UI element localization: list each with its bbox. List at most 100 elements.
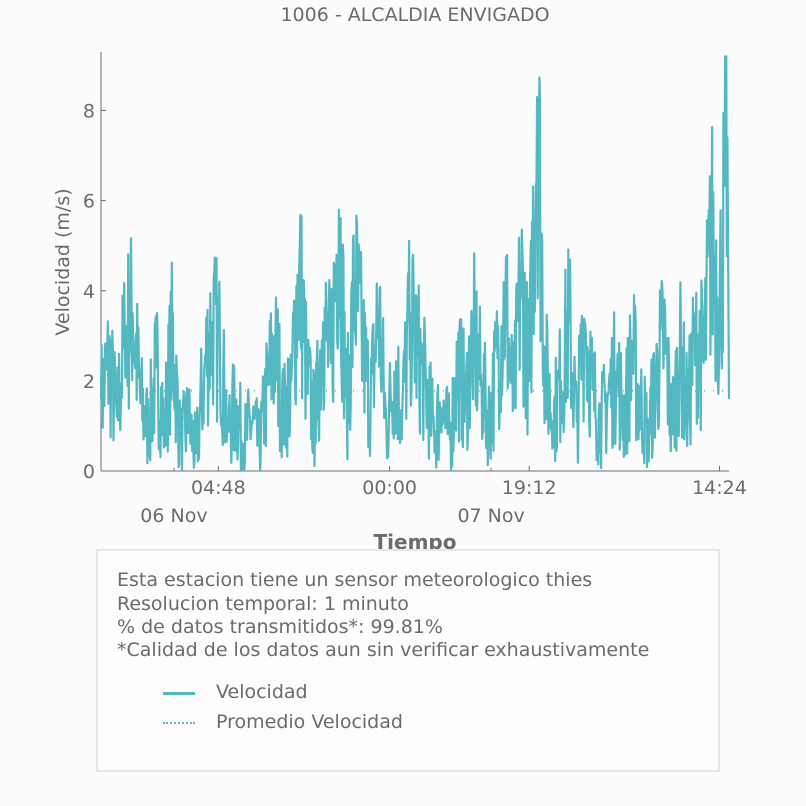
data-point-velocidad	[314, 425, 316, 427]
data-point-velocidad	[163, 425, 166, 427]
data-point-velocidad	[338, 208, 340, 211]
data-point-velocidad	[599, 425, 602, 427]
x-date-label: 06 Nov	[140, 505, 207, 527]
info-line-transmitted: % de datos transmitidos*: 99.81%	[117, 616, 443, 638]
data-point-velocidad	[591, 389, 594, 391]
data-point-velocidad	[504, 298, 507, 301]
data-point-velocidad	[409, 312, 412, 315]
data-point-velocidad	[623, 416, 626, 418]
data-point-velocidad	[155, 366, 158, 369]
data-point-velocidad	[702, 362, 705, 364]
data-point-velocidad	[472, 335, 475, 337]
data-point-velocidad	[718, 308, 721, 310]
data-point-velocidad	[425, 389, 427, 391]
data-point-velocidad	[575, 420, 578, 423]
data-point-velocidad	[100, 398, 102, 400]
data-point-velocidad	[377, 308, 380, 310]
data-point-velocidad	[631, 353, 634, 355]
data-point-velocidad	[298, 267, 301, 270]
data-point-velocidad	[512, 407, 515, 409]
y-tick-label: 8	[83, 101, 95, 123]
data-point-velocidad	[179, 443, 182, 445]
x-tick-label: 00:00	[362, 477, 417, 499]
info-line-quality: *Calidad de los datos aun sin verificar …	[117, 639, 650, 661]
data-point-velocidad	[250, 420, 253, 423]
data-point-velocidad	[607, 393, 610, 396]
legend-label-velocidad: Velocidad	[216, 681, 308, 703]
data-point-velocidad	[227, 425, 229, 427]
data-point-velocidad	[393, 371, 396, 373]
data-point-velocidad	[488, 420, 491, 423]
data-point-velocidad	[663, 335, 665, 337]
info-box: Esta estacion tiene un sensor meteorolog…	[96, 549, 720, 772]
data-point-velocidad	[520, 276, 523, 279]
legend-swatch-solid-icon	[163, 692, 195, 695]
data-point-velocidad	[480, 384, 483, 387]
data-point-velocidad	[139, 402, 142, 405]
data-point-velocidad	[647, 429, 649, 432]
y-tick-label: 0	[83, 461, 95, 483]
y-tick-label: 6	[83, 191, 95, 213]
data-point-velocidad	[369, 402, 372, 405]
data-point-velocidad	[361, 348, 364, 351]
info-line-resolution: Resolucion temporal: 1 minuto	[117, 593, 409, 615]
data-point-velocidad	[615, 371, 618, 373]
y-tick-label: 2	[83, 371, 95, 393]
data-point-velocidad	[171, 335, 174, 337]
data-point-velocidad	[726, 136, 729, 139]
data-point-velocidad	[568, 321, 570, 324]
y-tick-label: 4	[83, 281, 95, 303]
data-point-velocidad	[274, 344, 277, 346]
data-point-velocidad	[108, 362, 110, 364]
x-tick-label: 19:12	[502, 477, 557, 499]
data-point-velocidad	[346, 411, 348, 414]
data-point-velocidad	[306, 380, 308, 382]
data-point-velocidad	[322, 321, 324, 324]
data-point-velocidad	[330, 362, 332, 364]
data-point-velocidad	[219, 348, 221, 351]
legend-label-promedio: Promedio Velocidad	[216, 711, 403, 733]
x-tick-label: 04:48	[191, 477, 246, 499]
data-point-velocidad	[211, 321, 213, 324]
data-point-velocidad	[679, 353, 681, 355]
data-point-velocidad	[353, 280, 356, 283]
data-point-velocidad	[457, 366, 459, 369]
data-point-velocidad	[131, 312, 134, 315]
data-point-velocidad	[686, 411, 689, 414]
chart-title: 1006 - ALCALDIA ENVIGADO	[280, 4, 550, 26]
data-point-velocidad	[433, 429, 435, 432]
data-point-velocidad	[258, 447, 261, 450]
legend-swatch-dotted-icon	[163, 722, 195, 724]
data-point-velocidad	[536, 96, 538, 98]
x-date-label: 07 Nov	[457, 505, 524, 527]
data-point-velocidad	[123, 339, 126, 342]
data-point-velocidad	[694, 330, 697, 333]
data-point-velocidad	[528, 380, 530, 382]
data-point-velocidad	[242, 443, 245, 445]
series-line-velocidad	[99, 55, 731, 472]
data-point-velocidad	[116, 416, 118, 418]
data-point-velocidad	[583, 321, 586, 324]
data-point-velocidad	[195, 452, 197, 454]
data-point-velocidad	[449, 438, 451, 441]
data-point-velocidad	[282, 416, 285, 418]
data-point-velocidad	[441, 407, 443, 409]
data-point-velocidad	[234, 407, 237, 409]
data-point-velocidad	[560, 380, 562, 382]
data-point-velocidad	[187, 420, 190, 423]
data-point-velocidad	[385, 429, 388, 432]
data-point-velocidad	[401, 407, 404, 409]
data-point-velocidad	[639, 402, 641, 405]
x-tick-label: 14:24	[692, 477, 747, 499]
data-point-velocidad	[290, 380, 293, 382]
info-line-sensor: Esta estacion tiene un sensor meteorolog…	[117, 569, 593, 591]
data-point-velocidad	[552, 420, 554, 423]
data-point-velocidad	[417, 353, 419, 355]
data-point-velocidad	[671, 425, 673, 427]
data-point-velocidad	[496, 357, 499, 360]
data-point-velocidad	[710, 235, 713, 238]
data-point-velocidad	[464, 398, 467, 400]
data-point-velocidad	[544, 366, 546, 369]
data-point-velocidad	[203, 371, 205, 373]
